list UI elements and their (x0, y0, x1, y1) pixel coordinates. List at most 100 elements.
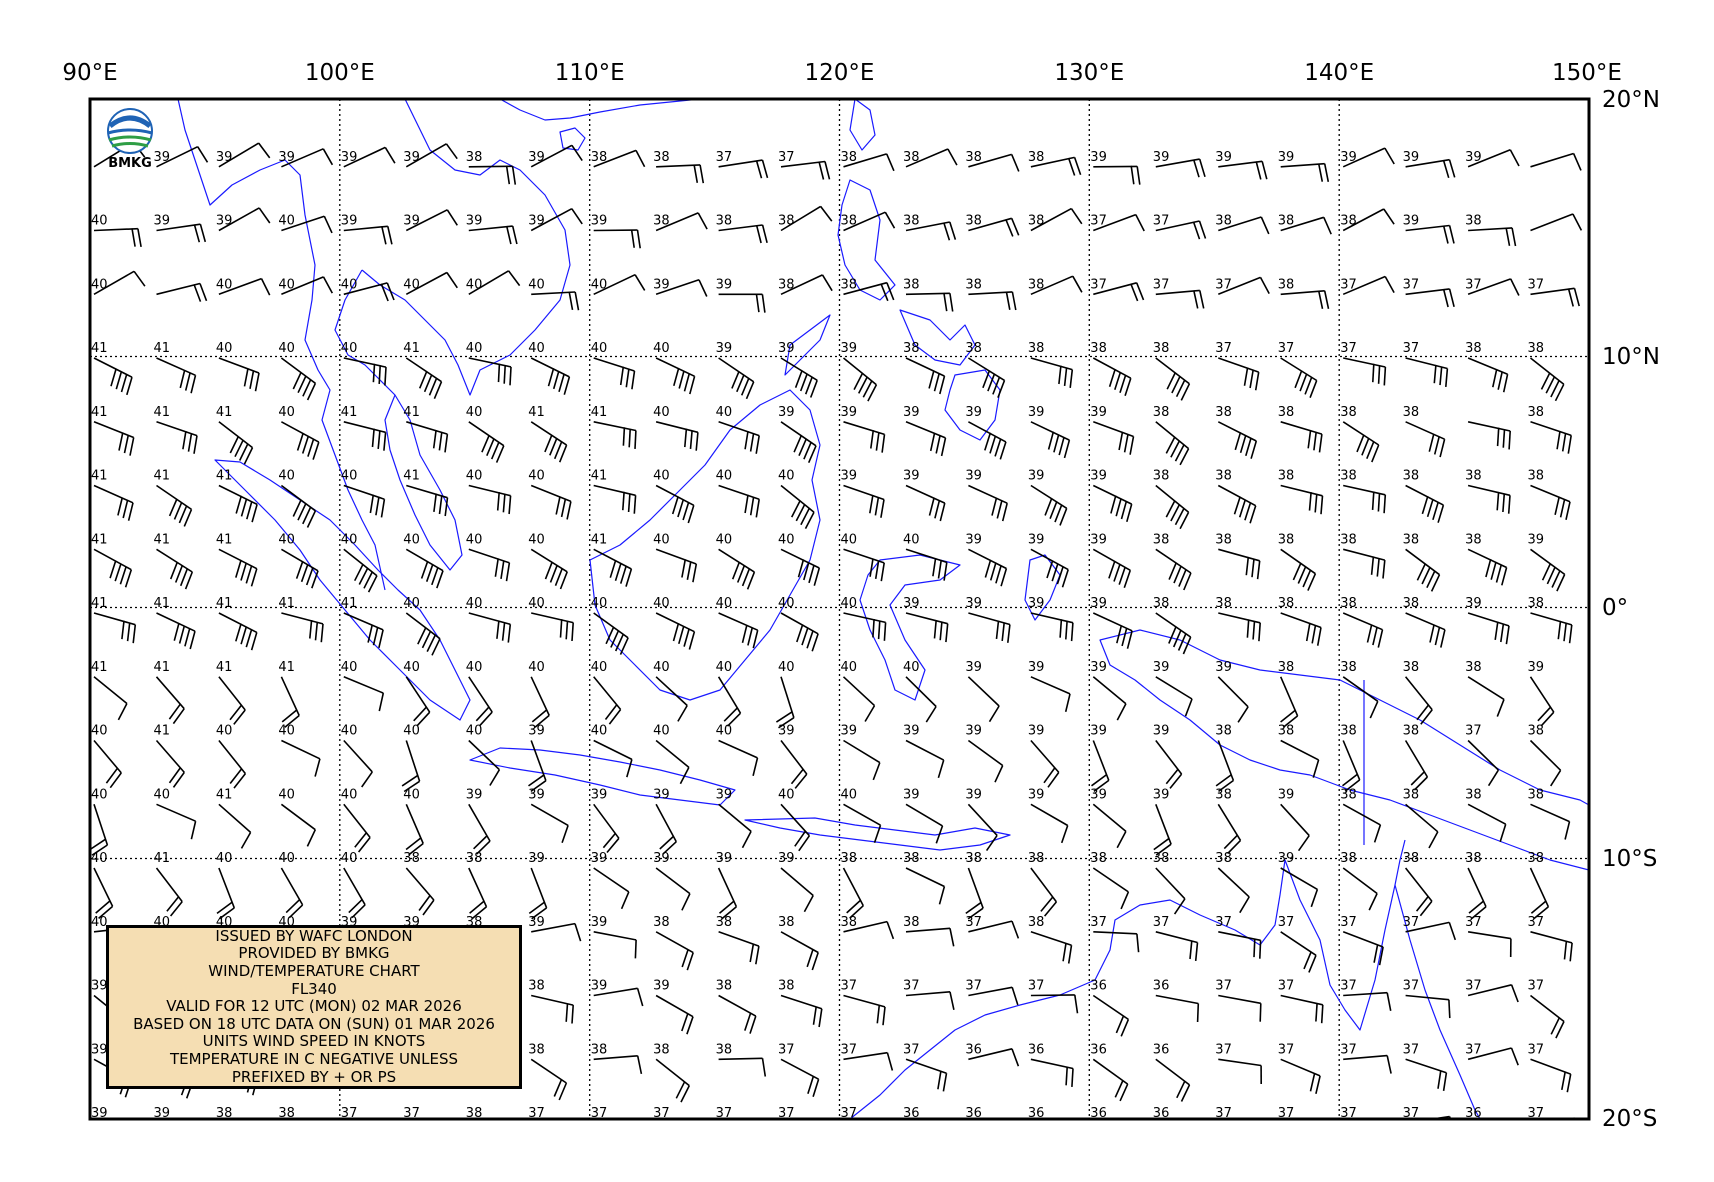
wind-barb (1343, 1123, 1383, 1155)
temperature-label: 41 (591, 405, 608, 420)
wind-barb (1030, 357, 1074, 388)
chart-info-box: ISSUED BY WAFC LONDON PROVIDED BY BMKG W… (106, 925, 522, 1089)
wind-barb (406, 421, 449, 453)
wind-barb (1030, 931, 1073, 964)
wind-barb (1093, 421, 1135, 455)
wind-barb (905, 148, 958, 168)
temperature-label: 41 (216, 532, 233, 547)
wind-barb (155, 867, 183, 917)
wind-barb (530, 144, 583, 168)
lon-label-90e: 90°E (62, 60, 117, 86)
temperature-label: 38 (1465, 851, 1482, 866)
wind-barb (1092, 803, 1127, 849)
wind-barb (468, 421, 505, 463)
wind-barb (156, 612, 196, 650)
temperature-label: 37 (1465, 724, 1482, 739)
bmkg-logo-wave2-icon (108, 135, 152, 142)
wind-barb (1030, 207, 1083, 232)
temperature-label: 38 (1090, 341, 1107, 356)
temperature-label: 40 (653, 724, 670, 739)
temperature-label: 38 (1153, 341, 1170, 356)
temperature-label: 40 (403, 596, 420, 611)
wind-barb (280, 357, 317, 401)
temperature-label: 37 (341, 1106, 358, 1121)
wind-barb (1030, 1058, 1074, 1087)
coast-sulawesi (859, 554, 961, 701)
temperature-label: 39 (466, 214, 483, 229)
temperature-label: 39 (341, 150, 358, 165)
wind-barb (1467, 739, 1500, 787)
temperature-label: 40 (653, 341, 670, 356)
temperature-label: 37 (1528, 1106, 1545, 1121)
wind-barb (1405, 612, 1446, 648)
temperature-label: 37 (1340, 277, 1357, 292)
temperature-label: 40 (903, 660, 920, 675)
temperature-label: 39 (216, 214, 233, 229)
temperature-label: 37 (1403, 915, 1420, 930)
wind-barb (1280, 931, 1317, 973)
temperature-label: 40 (466, 596, 483, 611)
wind-barb (405, 357, 443, 400)
wind-barb (1467, 357, 1509, 393)
wind-barb (530, 676, 550, 728)
wind-barb (1405, 288, 1455, 308)
temperature-label: 39 (903, 405, 920, 420)
wind-barb (1280, 994, 1324, 1024)
temperature-label: 39 (1403, 150, 1420, 165)
wind-barb (156, 357, 197, 394)
wind-barb (93, 867, 114, 920)
wind-barb (93, 484, 134, 521)
wind-barb (593, 229, 641, 249)
temperature-label: 37 (591, 1106, 608, 1121)
wind-barb (906, 1123, 939, 1166)
wind-barb (1468, 227, 1517, 247)
temperature-label: 38 (1465, 532, 1482, 547)
wind-barb (1030, 676, 1071, 712)
temperature-label: 38 (716, 214, 733, 229)
wind-barb (780, 421, 817, 464)
wind-barb (280, 867, 304, 919)
temperature-label: 38 (841, 851, 858, 866)
temperature-label: 40 (403, 277, 420, 292)
wind-barb (1404, 740, 1429, 791)
temperature-label: 40 (403, 532, 420, 547)
temperature-label: 37 (1340, 915, 1357, 930)
temperature-label: 40 (341, 469, 358, 484)
wind-barb (842, 676, 876, 722)
temperature-label: 40 (466, 405, 483, 420)
wind-barb (967, 739, 1004, 783)
temperature-label: 39 (216, 150, 233, 165)
wind-barb (593, 739, 633, 778)
wind-barb (343, 867, 366, 919)
temperature-label: 37 (1403, 1106, 1420, 1121)
wind-barb (218, 676, 246, 725)
wind-barb (528, 867, 548, 920)
temperature-label: 39 (965, 405, 982, 420)
wind-barb (905, 221, 957, 241)
wind-barb (1093, 165, 1141, 185)
wind-barb (405, 803, 424, 856)
temperature-label: 38 (653, 915, 670, 930)
wind-barb (468, 867, 488, 920)
temperature-label: 41 (591, 469, 608, 484)
wind-barb (1342, 548, 1386, 579)
info-valid-time: VALID FOR 12 UTC (MON) 02 MAR 2026 (166, 997, 462, 1016)
wind-barb (1092, 484, 1133, 523)
temperature-label: 38 (1215, 851, 1232, 866)
wind-barb (593, 548, 633, 587)
wind-barb (1467, 149, 1520, 168)
wind-barb (1530, 612, 1573, 644)
wind-barb (905, 991, 955, 1010)
wind-barb (1030, 548, 1069, 588)
wind-barb (405, 676, 431, 727)
wind-barb (968, 986, 1019, 1006)
wind-barb (1280, 1058, 1321, 1094)
temperature-label: 37 (653, 1106, 670, 1121)
wind-barb (1155, 484, 1190, 530)
latitude-labels: 20°N 10°N 0° 10°S 20°S (1602, 87, 1660, 1132)
temperature-label: 39 (528, 787, 545, 802)
lon-label-130e: 130°E (1054, 60, 1124, 86)
temperature-label: 41 (216, 469, 233, 484)
temperature-label: 40 (591, 660, 608, 675)
temperature-label: 39 (716, 787, 733, 802)
